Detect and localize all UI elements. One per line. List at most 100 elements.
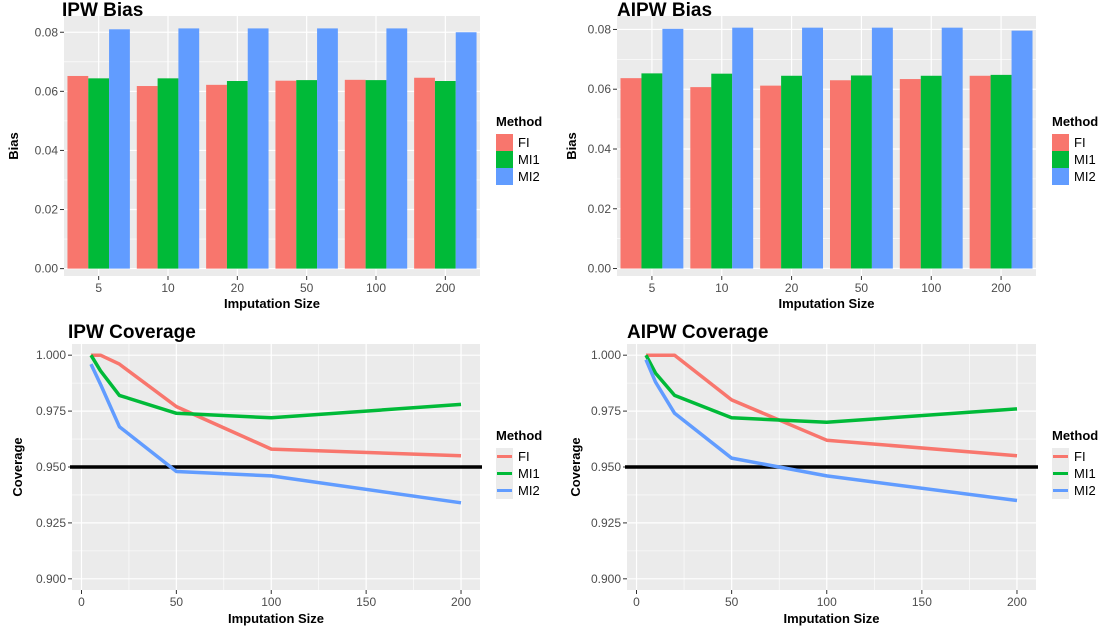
bar-mi1-200 <box>990 74 1012 269</box>
chart-title: AIPW Coverage <box>627 322 768 343</box>
x-tick-label: 50 <box>855 281 869 295</box>
line-mi1 <box>644 354 1018 425</box>
bar-fi-100 <box>899 79 921 269</box>
legend-label-mi2: MI2 <box>1074 483 1096 498</box>
y-tick-label: 0.00 <box>35 262 59 276</box>
bar-mi1-20 <box>226 81 248 269</box>
y-tick-label: 0.08 <box>588 22 612 36</box>
bar-fi-5 <box>67 75 89 269</box>
y-tick-label: 1.000 <box>591 348 621 362</box>
chart-title: IPW Coverage <box>68 322 196 343</box>
y-tick-label: 0.900 <box>36 572 66 586</box>
y-tick-label: 0.925 <box>591 516 621 530</box>
x-tick-label: 0 <box>633 595 640 609</box>
bar-mi2-100 <box>386 28 408 269</box>
x-tick-label: 5 <box>95 281 102 295</box>
y-tick-label: 0.925 <box>36 516 66 530</box>
legend-label-fi: FI <box>518 135 530 150</box>
bar-mi1-10 <box>157 78 179 269</box>
bar-mi2-200 <box>1011 30 1033 269</box>
y-tick-label: 0.02 <box>588 202 612 216</box>
y-tick-label: 0.08 <box>35 25 59 39</box>
legend-key-fi <box>496 134 513 151</box>
y-tick-label: 0.900 <box>591 572 621 586</box>
legend: Method FI MI1 MI2 <box>1052 114 1098 185</box>
y-tick-label: 0.950 <box>36 460 66 474</box>
legend-key-mi1 <box>1052 151 1069 168</box>
chart-panel-2: AIPW Bias 0.00 0.02 0.04 0.06 0.08 5 10 20 50 100 2… <box>564 0 1098 311</box>
bar-mi2-10 <box>732 27 754 269</box>
bar-fi-200 <box>969 75 991 269</box>
bar-mi2-200 <box>455 32 477 269</box>
legend-key-mi2 <box>496 168 513 185</box>
bar-fi-20 <box>760 85 782 269</box>
legend-label-mi2: MI2 <box>518 169 540 184</box>
legend-label-mi1: MI1 <box>1074 152 1096 167</box>
x-tick-label: 100 <box>817 595 837 609</box>
bar-mi2-5 <box>662 28 684 269</box>
chart-panel-3: IPW Coverage 0.900 0.925 0.950 0.975 1.000 0 50… <box>10 322 542 626</box>
legend-key-mi2 <box>1052 168 1069 185</box>
bar-mi2-20 <box>247 28 269 269</box>
line-fi <box>91 353 462 458</box>
bar-fi-5 <box>620 78 642 269</box>
bar-mi1-5 <box>641 73 663 269</box>
y-tick-label: 0.04 <box>35 143 59 157</box>
bar-mi1-200 <box>434 81 456 269</box>
legend-key-mi1 <box>496 151 513 168</box>
legend-title: Method <box>496 114 542 129</box>
x-axis-label: Imputation Size <box>783 611 879 626</box>
bar-mi2-100 <box>941 27 963 269</box>
x-tick-label: 20 <box>231 281 245 295</box>
chart-panel-1: IPW Bias 0.00 0.02 0.04 0.06 0.08 5 10 20 50 100 20… <box>6 0 542 311</box>
bar-fi-100 <box>344 79 366 269</box>
legend: Method FI MI1 MI2 <box>496 428 542 499</box>
bar-fi-200 <box>414 77 435 269</box>
x-tick-label: 150 <box>356 595 376 609</box>
x-tick-label: 50 <box>170 595 184 609</box>
x-tick-label: 10 <box>715 281 729 295</box>
chart-title: AIPW Bias <box>617 0 712 21</box>
x-tick-label: 5 <box>649 281 656 295</box>
x-tick-label: 20 <box>785 281 799 295</box>
x-tick-label: 200 <box>991 281 1011 295</box>
bar-mi2-5 <box>109 29 130 269</box>
bar-fi-10 <box>690 87 712 269</box>
x-tick-label: 100 <box>921 281 941 295</box>
y-axis-label: Bias <box>6 132 21 159</box>
y-axis-label: Bias <box>564 132 579 159</box>
bar-mi1-50 <box>296 80 318 269</box>
x-axis-label: Imputation Size <box>224 296 320 311</box>
y-tick-label: 0.975 <box>36 404 66 418</box>
bar-fi-20 <box>206 84 227 269</box>
bar-mi1-100 <box>920 75 942 269</box>
y-tick-label: 1.000 <box>36 348 66 362</box>
legend-key-fi <box>1052 134 1069 151</box>
x-tick-label: 0 <box>78 595 85 609</box>
y-tick-label: 0.00 <box>588 262 612 276</box>
bar-mi1-100 <box>365 80 387 269</box>
legend-title: Method <box>1052 428 1098 443</box>
legend-label-mi1: MI1 <box>518 466 540 481</box>
bar-mi1-20 <box>781 75 803 269</box>
line-mi2 <box>89 363 462 505</box>
x-axis-label: Imputation Size <box>778 296 874 311</box>
y-axis-label: Coverage <box>568 437 583 496</box>
bar-mi1-10 <box>711 73 733 269</box>
y-tick-label: 0.04 <box>588 142 612 156</box>
x-tick-label: 50 <box>300 281 314 295</box>
legend-title: Method <box>496 428 542 443</box>
x-tick-label: 200 <box>1007 595 1027 609</box>
bar-mi1-50 <box>850 75 872 269</box>
line-mi2 <box>644 359 1018 503</box>
x-axis-label: Imputation Size <box>228 611 324 626</box>
x-tick-label: 100 <box>261 595 281 609</box>
bar-mi1-5 <box>88 78 110 269</box>
y-tick-label: 0.06 <box>588 82 612 96</box>
y-axis-label: Coverage <box>10 437 25 496</box>
y-tick-label: 0.02 <box>35 203 59 217</box>
bar-fi-50 <box>829 80 851 269</box>
x-tick-label: 50 <box>725 595 739 609</box>
chart-panel-4: AIPW Coverage 0.900 0.925 0.950 0.975 1.000 0 5… <box>568 322 1098 626</box>
x-tick-label: 200 <box>435 281 455 295</box>
